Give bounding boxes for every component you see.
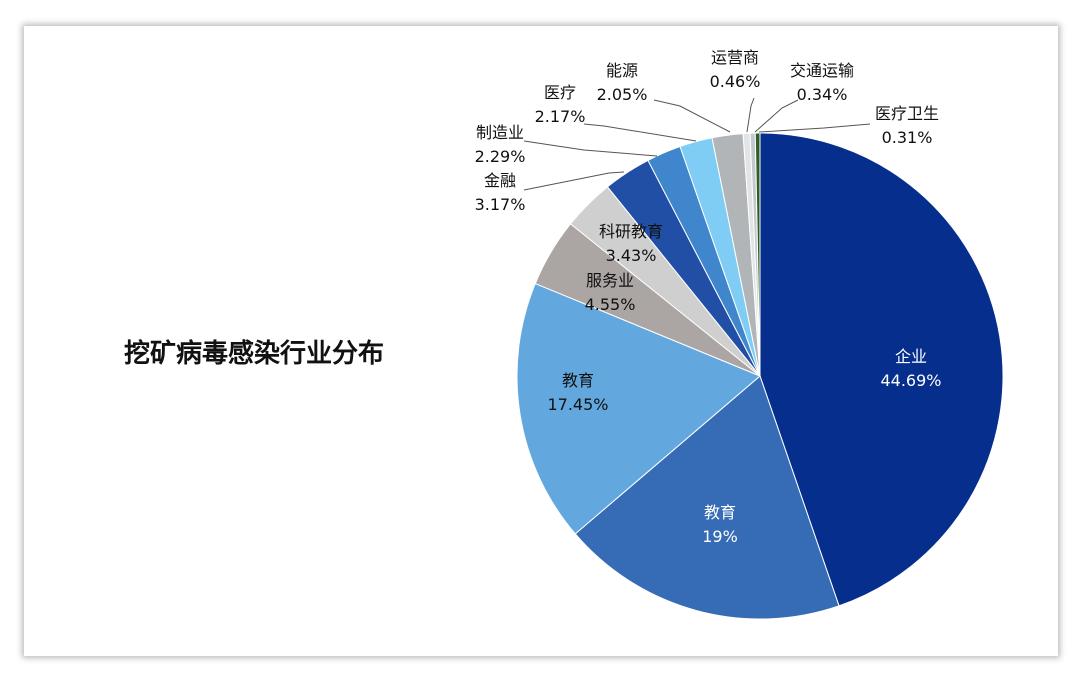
slice-label-name: 教育 (562, 371, 594, 390)
slice-label-name: 运营商 (711, 48, 759, 67)
leader-line (523, 171, 625, 191)
pie-slices (516, 132, 1004, 620)
slice-label-value: 2.17% (535, 107, 586, 126)
slice-label-value: 3.43% (606, 246, 657, 265)
leader-line (758, 123, 871, 133)
pie-slice (759, 132, 1004, 607)
leader-line (746, 97, 755, 133)
slice-label-value: 44.69% (880, 371, 941, 390)
pie-slice (754, 132, 761, 377)
slice-label-name: 制造业 (476, 123, 524, 142)
pie-slice (574, 375, 840, 620)
slice-label-name: 能源 (606, 61, 638, 80)
chart-title: 挖矿病毒感染行业分布 (124, 339, 385, 369)
slice-label-value: 0.34% (797, 85, 848, 104)
slice-label-value: 0.46% (710, 72, 761, 91)
slice-label-value: 4.55% (585, 295, 636, 314)
pie-chart: 企业 44.69% 教育 19% 教育 17.45% 服务业 4.55% 科研教育 3.43% 金融… (475, 48, 1004, 620)
slice-label-name: 金融 (484, 171, 516, 190)
slice-label-name: 交通运输 (790, 61, 854, 80)
slice-label-name: 教育 (704, 503, 736, 522)
pie-slice (516, 282, 761, 535)
slice-label-value: 19% (702, 527, 738, 546)
slice-label-name: 服务业 (586, 271, 634, 290)
slice-label-value: 2.05% (597, 85, 648, 104)
slice-label-name: 医疗 (544, 83, 576, 102)
slice-label-value: 17.45% (547, 395, 608, 414)
leader-line (583, 123, 697, 142)
leader-line (523, 140, 658, 157)
slice-labels: 企业 44.69% 教育 19% 教育 17.45% 服务业 4.55% 科研教育 3.43% 金融… (475, 48, 942, 546)
slice-label-value: 0.31% (882, 128, 933, 147)
slice-label-name: 医疗卫生 (875, 104, 939, 123)
leader-line (754, 99, 799, 133)
leader-lines (523, 97, 871, 191)
chart-card: 挖矿病毒感染行业分布 企业 44.69% 教育 19% 教育 17.45% 服务业 4.55%… (24, 26, 1058, 656)
slice-label-value: 2.29% (475, 147, 526, 166)
slice-label-value: 3.17% (475, 195, 526, 214)
slice-label-name: 科研教育 (599, 222, 663, 241)
leader-line (653, 99, 731, 133)
slice-label-name: 企业 (895, 347, 927, 366)
